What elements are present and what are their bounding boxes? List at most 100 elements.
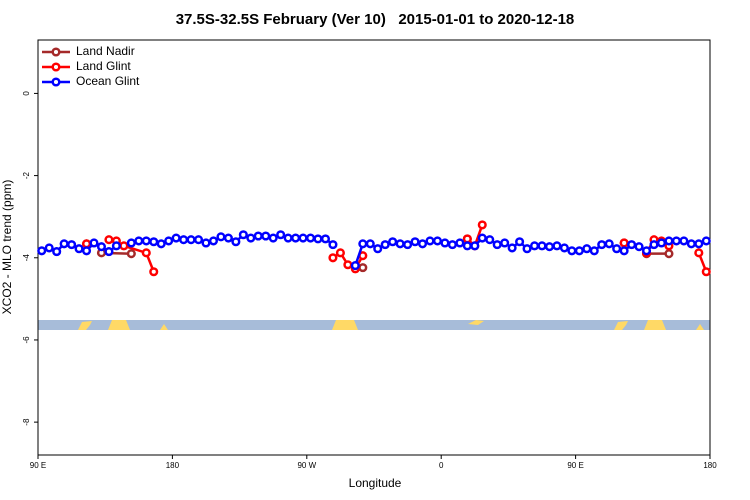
point bbox=[500, 238, 510, 248]
point bbox=[470, 241, 480, 251]
point bbox=[582, 244, 592, 254]
point bbox=[529, 241, 540, 251]
point bbox=[216, 232, 226, 242]
point bbox=[81, 239, 92, 249]
point bbox=[104, 235, 114, 245]
legend-label: Land Nadir bbox=[76, 44, 135, 58]
point bbox=[634, 242, 644, 252]
y-axis-label: XCO2 - MLO trend (ppm) bbox=[0, 180, 14, 315]
point bbox=[134, 236, 144, 246]
x-tick-label: 180 bbox=[166, 461, 180, 470]
point bbox=[171, 233, 181, 243]
point bbox=[380, 240, 390, 250]
point bbox=[238, 230, 248, 240]
point bbox=[328, 240, 338, 250]
point bbox=[179, 235, 189, 245]
point bbox=[537, 241, 547, 251]
point bbox=[126, 249, 136, 259]
legend-marker bbox=[51, 77, 61, 87]
point bbox=[119, 241, 129, 251]
x-tick-label: 0 bbox=[439, 461, 444, 470]
point bbox=[686, 239, 696, 249]
point bbox=[328, 253, 338, 263]
point bbox=[276, 230, 286, 240]
point bbox=[320, 234, 331, 244]
legend-marker bbox=[51, 62, 61, 72]
point bbox=[156, 239, 166, 249]
point bbox=[522, 244, 532, 254]
point bbox=[81, 246, 92, 256]
point bbox=[679, 236, 689, 246]
point bbox=[417, 239, 428, 249]
chart-title: 37.5S-32.5S February (Ver 10) 2015-01-01… bbox=[176, 11, 575, 28]
point bbox=[261, 231, 271, 241]
point bbox=[656, 238, 667, 248]
point bbox=[365, 239, 375, 249]
y-tick-label: -8 bbox=[22, 418, 31, 426]
point bbox=[567, 246, 577, 256]
point bbox=[358, 263, 368, 273]
legend-marker bbox=[51, 47, 61, 57]
x-tick-label: 180 bbox=[703, 461, 717, 470]
point bbox=[388, 237, 398, 247]
point bbox=[447, 240, 457, 250]
y-tick-label: -6 bbox=[22, 336, 31, 344]
point bbox=[559, 243, 569, 253]
point bbox=[462, 241, 472, 251]
point bbox=[425, 236, 435, 246]
point bbox=[268, 233, 278, 243]
point bbox=[701, 236, 711, 246]
point bbox=[37, 246, 47, 256]
point bbox=[193, 235, 204, 245]
point bbox=[627, 240, 637, 250]
point bbox=[126, 238, 136, 248]
point bbox=[604, 239, 614, 249]
point bbox=[440, 238, 450, 248]
point bbox=[52, 247, 62, 257]
point bbox=[649, 240, 659, 250]
point bbox=[335, 248, 345, 258]
point bbox=[313, 234, 323, 244]
y-tick-label: -2 bbox=[22, 171, 31, 179]
y-tick-label: -4 bbox=[22, 254, 31, 262]
point bbox=[410, 237, 420, 247]
point bbox=[477, 220, 487, 230]
legend-label: Ocean Glint bbox=[76, 74, 140, 88]
point bbox=[507, 243, 517, 253]
point bbox=[432, 236, 443, 246]
point bbox=[343, 260, 353, 270]
series-line bbox=[101, 251, 669, 255]
point bbox=[96, 242, 107, 252]
point bbox=[186, 235, 196, 245]
point bbox=[485, 235, 495, 245]
point bbox=[164, 236, 174, 246]
point bbox=[208, 236, 219, 246]
point bbox=[552, 241, 562, 251]
point bbox=[589, 246, 599, 256]
point bbox=[694, 248, 704, 258]
point bbox=[544, 242, 555, 252]
point bbox=[246, 233, 256, 243]
point bbox=[694, 239, 704, 249]
point bbox=[104, 247, 114, 257]
point bbox=[664, 249, 674, 259]
point bbox=[574, 246, 584, 256]
point bbox=[612, 244, 622, 254]
point bbox=[298, 233, 308, 243]
point bbox=[74, 244, 84, 254]
point bbox=[492, 240, 502, 250]
x-axis-label: Longitude bbox=[349, 476, 402, 490]
point bbox=[597, 240, 607, 250]
point bbox=[671, 236, 681, 246]
point bbox=[515, 237, 525, 247]
point bbox=[231, 237, 241, 247]
point bbox=[477, 233, 487, 243]
point bbox=[350, 261, 360, 271]
point bbox=[111, 241, 121, 251]
point bbox=[455, 238, 465, 248]
point bbox=[358, 239, 368, 249]
point bbox=[619, 238, 629, 248]
x-tick-label: 90 E bbox=[567, 461, 583, 470]
point bbox=[44, 243, 54, 253]
